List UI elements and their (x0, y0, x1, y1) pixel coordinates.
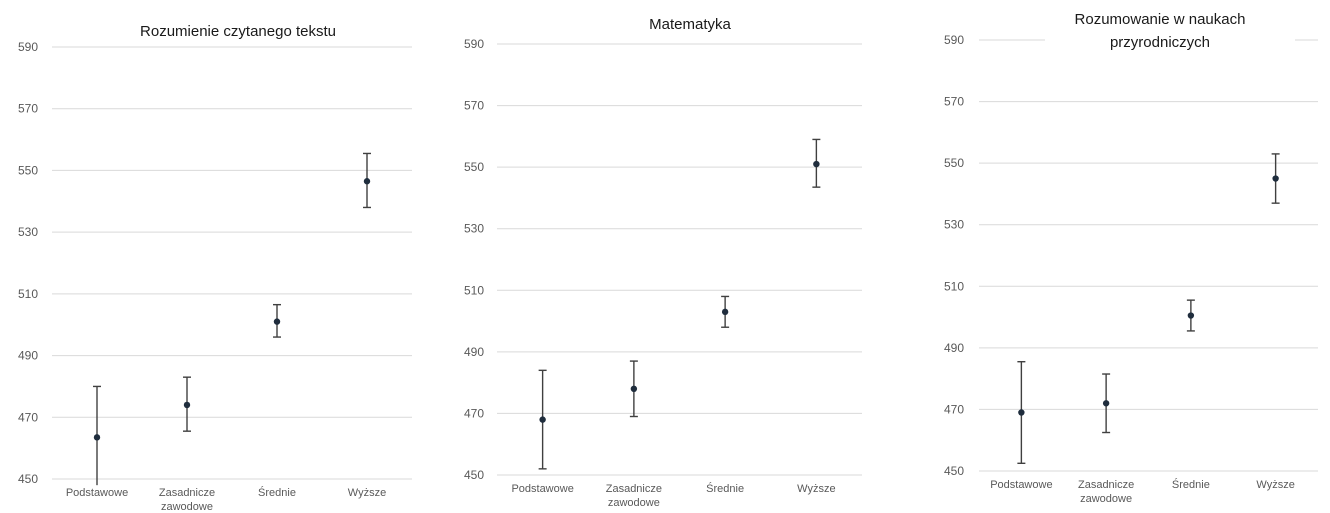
y-tick-label: 530 (18, 225, 38, 239)
x-category-label: Średnie (706, 482, 744, 495)
chart-panel-2: 450 470 490 510 530 550 570 590 Matematyka Podsta… (464, 16, 862, 509)
x-category-label: Zasadnicze (606, 483, 662, 495)
x-category-label: zawodowe (161, 501, 213, 513)
data-point (721, 308, 729, 316)
y-tick-label: 550 (944, 156, 964, 170)
x-category-label: Podstawowe (990, 479, 1052, 491)
y-tick-label: 570 (18, 102, 38, 116)
y-tick-label: 530 (944, 218, 964, 232)
data-point (1102, 400, 1110, 407)
x-category-label: Średnie (1172, 478, 1210, 491)
y-tick-label: 450 (464, 468, 484, 482)
y-tick-label: 590 (18, 40, 38, 54)
y-tick-label: 510 (18, 287, 38, 301)
x-category-label: Wyższe (348, 487, 386, 499)
data-point (273, 318, 281, 325)
chart-title: Rozumienie czytanego tekstu (140, 23, 336, 40)
y-tick-label: 570 (464, 99, 484, 113)
y-tick-label: 490 (944, 341, 964, 355)
data-point (630, 385, 638, 392)
chart-panel-1: 450 470 490 510 530 550 570 590 Rozumienie czyta… (18, 23, 412, 513)
y-tick-label: 490 (18, 349, 38, 363)
data-point (93, 434, 101, 441)
y-tick-label: 470 (464, 406, 484, 420)
x-category-label: Wyższe (1256, 479, 1294, 491)
data-point (813, 160, 820, 168)
y-tick-label: 570 (944, 95, 964, 109)
chart-title: Rozumowanie w naukach (1075, 11, 1246, 28)
x-category-label: Podstawowe (511, 483, 573, 495)
data-point (1018, 409, 1025, 416)
data-point (1187, 312, 1195, 319)
x-category-label: Zasadnicze (159, 487, 215, 499)
chart-title: przyrodniczych (1110, 34, 1210, 51)
x-category-label: Zasadnicze (1078, 479, 1134, 491)
y-tick-label: 510 (944, 279, 964, 293)
data-point (183, 401, 191, 409)
chart-panel-3: 450 470 490 510 530 550 570 590 Rozumowanie w na… (944, 6, 1318, 505)
x-category-label: Wyższe (797, 483, 835, 495)
y-tick-label: 470 (944, 402, 964, 416)
x-category-label: zawodowe (1080, 493, 1132, 505)
y-tick-label: 470 (18, 410, 38, 424)
y-tick-label: 530 (464, 222, 484, 236)
y-tick-label: 490 (464, 345, 484, 359)
x-category-label: Średnie (258, 486, 296, 499)
x-category-label: zawodowe (608, 497, 660, 509)
y-tick-label: 510 (464, 283, 484, 297)
data-point (363, 178, 371, 185)
data-point (539, 416, 546, 423)
y-tick-label: 590 (464, 37, 484, 51)
y-tick-label: 450 (18, 472, 38, 486)
chart-title: Matematyka (649, 16, 731, 33)
y-tick-label: 590 (944, 33, 964, 47)
data-point (1272, 175, 1279, 182)
y-tick-label: 550 (464, 160, 484, 174)
x-category-label: Podstawowe (66, 487, 128, 499)
title-background (1045, 6, 1295, 52)
y-tick-label: 450 (944, 464, 964, 478)
y-tick-label: 550 (18, 163, 38, 177)
